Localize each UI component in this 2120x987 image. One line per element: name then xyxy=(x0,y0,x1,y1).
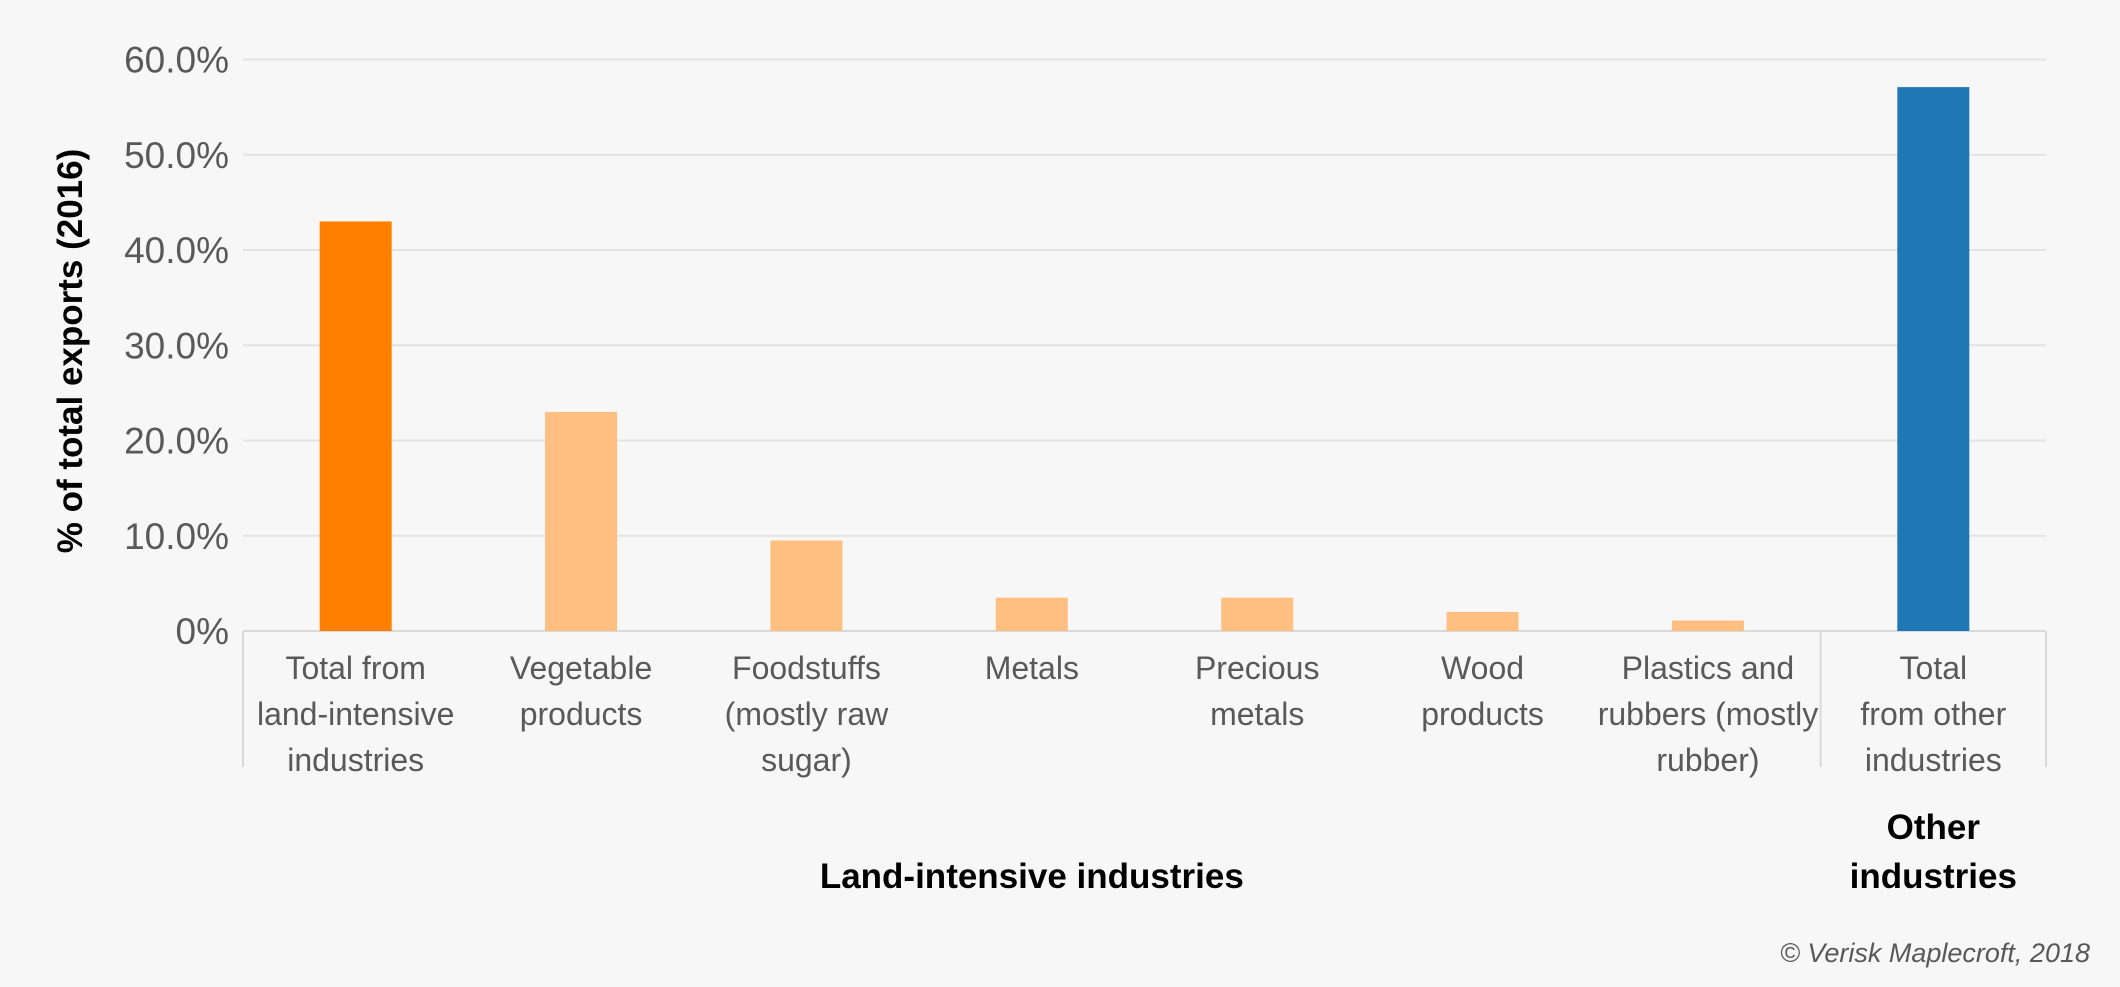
x-tick-label: Metals xyxy=(985,650,1079,686)
bar xyxy=(545,411,618,631)
bar xyxy=(1446,611,1519,631)
y-tick-label: 30.0% xyxy=(124,325,229,366)
bar xyxy=(770,540,843,631)
group-label: Other industries xyxy=(1850,808,2017,896)
x-tick-label: Total from other industries xyxy=(1860,650,2006,778)
x-tick-label: Vegetable products xyxy=(510,650,652,732)
credit: © Verisk Maplecroft, 2018 xyxy=(1780,938,2090,968)
category-groups: Land-intensive industries Other industries xyxy=(242,631,2047,896)
bar xyxy=(1671,620,1744,631)
bar xyxy=(995,597,1068,631)
y-axis-ticks: 0% 10.0% 20.0% 30.0% 40.0% 50.0% 60.0% xyxy=(124,40,229,653)
y-tick-label: 40.0% xyxy=(124,230,229,271)
x-tick-label: Precious metals xyxy=(1195,650,1320,732)
gridlines xyxy=(243,58,2046,632)
bar xyxy=(1897,87,1970,631)
y-tick-label: 60.0% xyxy=(124,40,229,81)
bar xyxy=(319,221,392,632)
y-tick-label: 50.0% xyxy=(124,135,229,176)
y-tick-label: 0% xyxy=(176,611,229,652)
y-tick-label: 10.0% xyxy=(124,516,229,557)
bar xyxy=(1221,597,1294,631)
x-tick-label: Foodstuffs (mostly raw sugar) xyxy=(725,650,889,778)
group-label: Land-intensive industries xyxy=(820,857,1244,896)
bars xyxy=(319,87,1970,632)
y-tick-label: 20.0% xyxy=(124,421,229,462)
x-axis-categories: Total from land-intensive industries Vegeta… xyxy=(257,650,2007,778)
x-tick-label: Wood products xyxy=(1421,650,1544,732)
x-tick-label: Total from land-intensive industries xyxy=(257,650,454,778)
x-tick-label: Plastics and rubbers (mostly rubber) xyxy=(1598,650,1819,778)
y-axis-label: % of total exports (2016) xyxy=(51,149,90,554)
